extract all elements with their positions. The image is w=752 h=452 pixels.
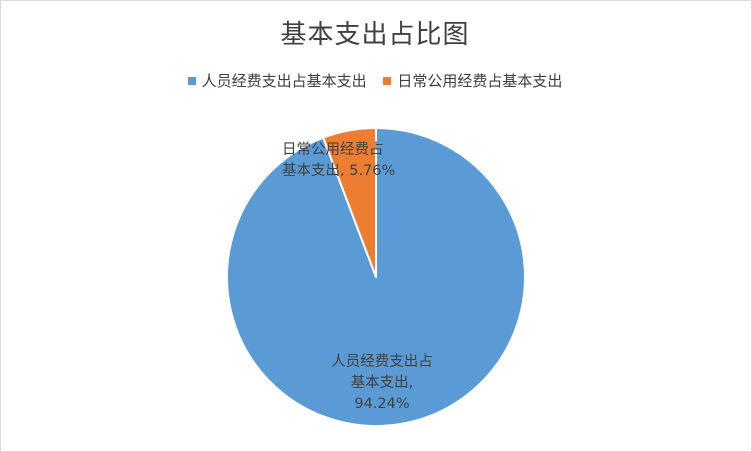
data-label-personnel-line3: 94.24% (354, 396, 410, 412)
legend-label-personnel: 人员经费支出占基本支出 (201, 72, 367, 90)
legend-entry-public[interactable]: 日常公用经费占基本支出 (383, 70, 562, 91)
legend-swatch-public (383, 76, 392, 85)
chart-title: 基本支出占比图 (280, 20, 470, 50)
data-label-personnel: 人员经费支出占 基本支出, 94.24% (302, 352, 462, 415)
pie-slice-public[interactable] (322, 127, 377, 278)
data-label-public: 日常公用经费占 基本支出, 5.76% (282, 140, 452, 182)
data-label-personnel-line2: 基本支出, (350, 375, 414, 391)
legend-swatch-personnel (187, 76, 196, 85)
legend: 人员经费支出占基本支出 日常公用经费占基本支出 (0, 70, 750, 91)
data-label-public-line1: 日常公用经费占 (282, 142, 384, 158)
data-label-public-line2: 基本支出, 5.76% (282, 163, 396, 179)
legend-label-public: 日常公用经费占基本支出 (397, 72, 563, 90)
legend-entry-personnel[interactable]: 人员经费支出占基本支出 (187, 70, 367, 91)
data-label-personnel-line1: 人员经费支出占 (331, 354, 433, 370)
